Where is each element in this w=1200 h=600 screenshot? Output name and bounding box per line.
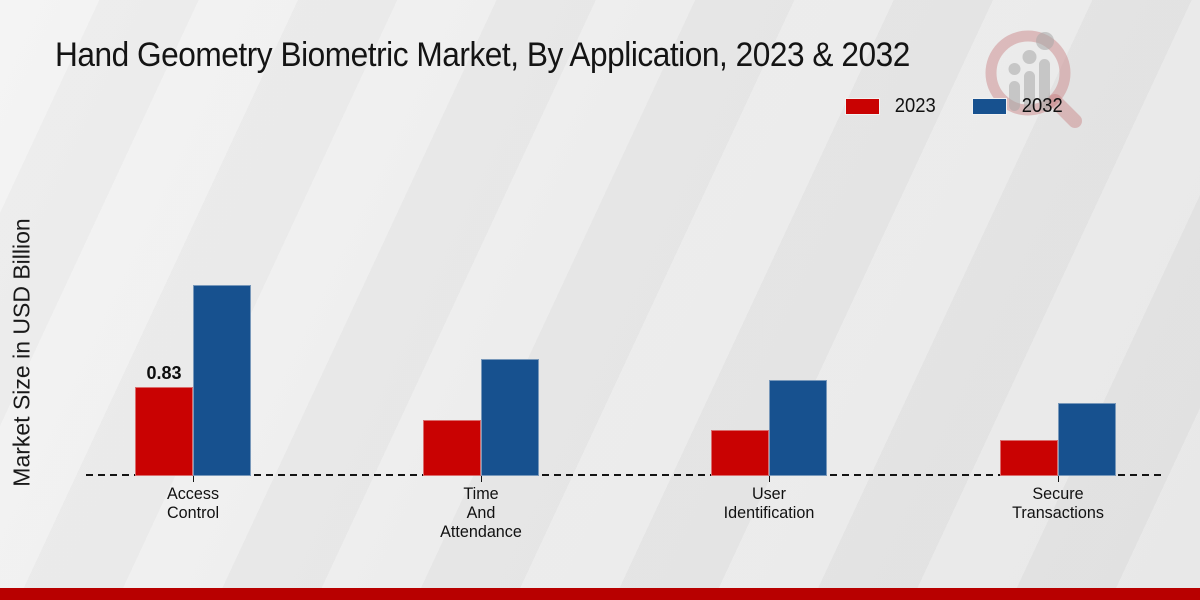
bar-2023-secure-transactions <box>1000 440 1058 476</box>
bar-2032-time-and-attendance <box>481 359 539 476</box>
legend-item-2023: 2023 <box>845 95 938 118</box>
legend-swatch-2032 <box>971 98 1007 115</box>
legend-label-2032: 2032 <box>1021 95 1063 117</box>
legend-label-2023: 2023 <box>894 95 936 117</box>
category-label: Secure Transactions <box>1012 484 1104 522</box>
axis-tick <box>193 476 194 482</box>
axis-tick <box>1058 476 1059 482</box>
legend-item-2032: 2032 <box>971 95 1065 118</box>
bar-2023-user-identification <box>711 430 769 476</box>
category-label: Time And Attendance <box>440 484 522 541</box>
chart-title: Hand Geometry Biometric Market, By Appli… <box>55 36 910 74</box>
footer-bar <box>0 588 1200 600</box>
legend: 2023 2032 <box>845 95 1064 118</box>
legend-swatch-2023 <box>845 98 880 115</box>
bar-2023-access-control <box>135 387 193 476</box>
bar-2032-access-control <box>193 285 251 476</box>
bar-2023-time-and-attendance <box>423 420 481 476</box>
category-label: User Identification <box>723 484 815 522</box>
category-label: Access Control <box>166 484 220 522</box>
bar-2032-secure-transactions <box>1058 403 1116 476</box>
axis-tick <box>769 476 770 482</box>
x-axis-baseline <box>86 474 1164 476</box>
data-label: 0.83 <box>146 363 182 383</box>
axis-tick <box>481 476 482 482</box>
market-research-logo-watermark <box>985 30 1082 128</box>
growth-bars-icon <box>1008 32 1054 111</box>
bar-2032-user-identification <box>769 380 827 476</box>
